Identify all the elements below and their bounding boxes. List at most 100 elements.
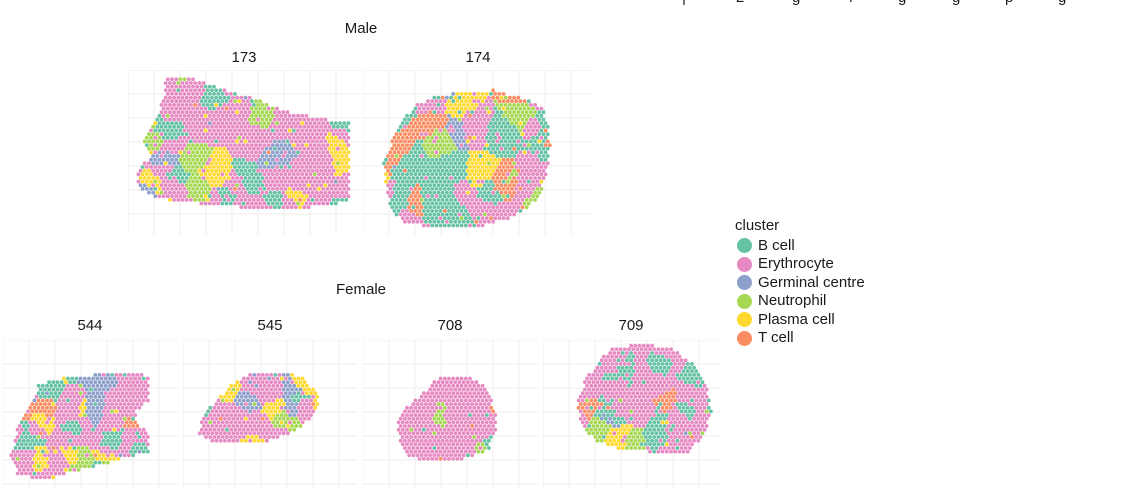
- spot-b-cell: [459, 209, 464, 213]
- spot-plasma-cell: [489, 165, 493, 169]
- spot-b-cell: [476, 187, 481, 191]
- spot-erythrocyte: [186, 113, 191, 118]
- spot-germinal-centre: [447, 113, 451, 118]
- spot-erythrocyte: [85, 438, 89, 443]
- spot-erythrocyte: [189, 117, 193, 122]
- spot-erythrocyte: [296, 413, 301, 417]
- spot-b-cell: [432, 212, 437, 217]
- spot-erythrocyte: [430, 99, 435, 104]
- spot-germinal-centre: [82, 376, 87, 381]
- spot-b-cell: [497, 150, 502, 155]
- spot-plasma-cell: [80, 409, 85, 414]
- spot-erythrocyte: [480, 391, 485, 396]
- spot-b-cell: [688, 373, 692, 377]
- spot-erythrocyte: [516, 176, 521, 180]
- spot-erythrocyte: [312, 135, 317, 140]
- spot-erythrocyte: [434, 457, 439, 461]
- spot-erythrocyte: [656, 376, 661, 381]
- spot-erythrocyte: [442, 427, 447, 432]
- spot-t-cell: [45, 413, 49, 417]
- spot-erythrocyte: [245, 135, 250, 140]
- spot-b-cell: [268, 190, 273, 195]
- spot-b-cell: [658, 358, 663, 363]
- spot-b-cell: [660, 354, 665, 359]
- spot-germinal-centre: [97, 402, 102, 406]
- spot-erythrocyte: [432, 103, 437, 107]
- spot-erythrocyte: [415, 431, 420, 436]
- spot-erythrocyte: [260, 205, 265, 210]
- spot-b-cell: [201, 103, 206, 107]
- spot-erythrocyte: [306, 146, 311, 151]
- spot-erythrocyte: [468, 420, 472, 425]
- spot-erythrocyte: [101, 416, 106, 421]
- spot-erythrocyte: [216, 435, 221, 439]
- spot-t-cell: [38, 402, 43, 406]
- spot-b-cell: [201, 95, 206, 100]
- spot-b-cell: [214, 95, 218, 100]
- spot-erythrocyte: [228, 113, 233, 118]
- spot-erythrocyte: [201, 168, 206, 173]
- spot-erythrocyte: [256, 139, 260, 144]
- spot-b-cell: [688, 365, 692, 370]
- spot-b-cell: [430, 201, 435, 206]
- spot-b-cell: [662, 365, 667, 370]
- spot-b-cell: [277, 190, 281, 195]
- spot-erythrocyte: [690, 427, 694, 432]
- spot-b-cell: [68, 438, 72, 443]
- spot-erythrocyte: [440, 431, 445, 436]
- spot-neutrophil: [442, 420, 447, 425]
- spot-erythrocyte: [652, 405, 657, 410]
- spot-b-cell: [285, 139, 290, 144]
- spot-erythrocyte: [218, 139, 223, 144]
- spot-erythrocyte: [49, 471, 54, 476]
- spot-erythrocyte: [472, 413, 477, 417]
- spot-b-cell: [174, 121, 179, 126]
- spot-t-cell: [392, 143, 397, 147]
- spot-erythrocyte: [445, 387, 449, 392]
- spot-b-cell: [153, 187, 158, 191]
- spot-b-cell: [220, 194, 225, 199]
- spot-erythrocyte: [216, 201, 221, 206]
- spot-t-cell: [501, 99, 506, 104]
- spot-b-cell: [432, 446, 437, 450]
- spot-erythrocyte: [424, 103, 428, 107]
- spot-erythrocyte: [317, 150, 321, 155]
- spot-erythrocyte: [312, 150, 317, 155]
- spot-erythrocyte: [252, 205, 256, 210]
- spot-germinal-centre: [281, 387, 286, 392]
- spot-b-cell: [258, 172, 263, 177]
- spot-erythrocyte: [53, 427, 58, 432]
- spot-erythrocyte: [223, 438, 227, 443]
- spot-plasma-cell: [300, 194, 305, 199]
- spot-erythrocyte: [472, 92, 477, 96]
- spot-erythrocyte: [654, 373, 659, 377]
- spot-b-cell: [310, 198, 315, 202]
- spot-b-cell: [692, 365, 696, 370]
- spot-plasma-cell: [142, 168, 147, 173]
- spot-erythrocyte: [120, 405, 125, 410]
- spot-germinal-centre: [153, 194, 158, 199]
- spot-erythrocyte: [641, 424, 646, 428]
- spot-b-cell: [243, 183, 248, 188]
- spot-erythrocyte: [127, 438, 131, 443]
- spot-erythrocyte: [405, 420, 409, 425]
- spot-b-cell: [205, 95, 210, 100]
- spot-neutrophil: [87, 457, 91, 461]
- spot-erythrocyte: [300, 413, 305, 417]
- spot-erythrocyte: [610, 362, 615, 366]
- spot-neutrophil: [482, 446, 487, 450]
- spot-erythrocyte: [176, 139, 181, 144]
- spot-erythrocyte: [614, 398, 619, 403]
- spot-erythrocyte: [78, 435, 83, 439]
- spot-erythrocyte: [288, 420, 292, 425]
- spot-erythrocyte: [153, 165, 158, 169]
- spot-b-cell: [463, 223, 468, 228]
- spot-erythrocyte: [170, 106, 174, 111]
- spot-erythrocyte: [664, 354, 669, 359]
- spot-germinal-centre: [91, 391, 96, 396]
- spot-erythrocyte: [273, 431, 278, 436]
- spot-neutrophil: [503, 103, 508, 107]
- spot-b-cell: [405, 113, 409, 118]
- spot-erythrocyte: [398, 431, 403, 436]
- spot-erythrocyte: [671, 416, 675, 421]
